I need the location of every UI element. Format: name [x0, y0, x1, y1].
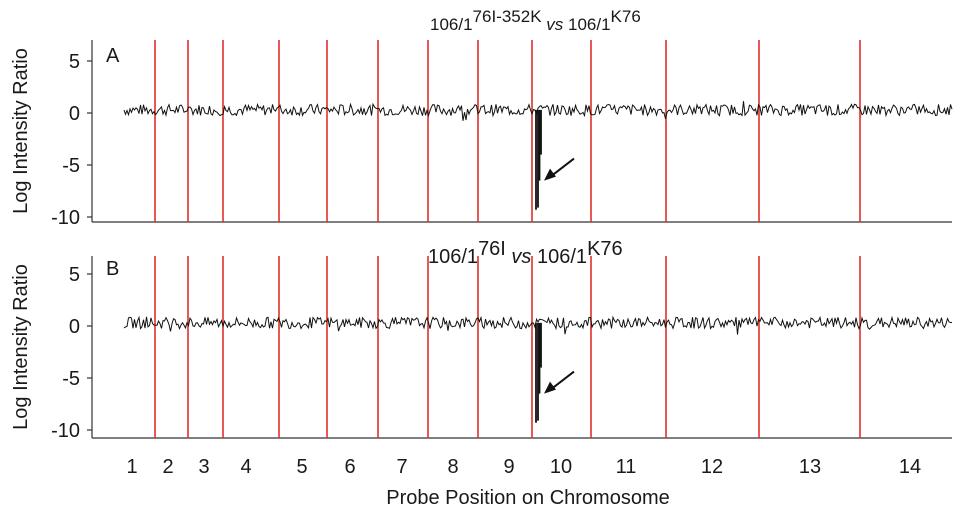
- x-axis-label: Probe Position on Chromosome: [386, 487, 669, 509]
- chromosome-label: 3: [198, 456, 209, 478]
- chromosome-label: 12: [701, 456, 723, 478]
- chromosome-label: 8: [447, 456, 458, 478]
- panel-b: 5 0 -5 -10 Log Intensity Ratio B 106/176I vs 1…: [10, 238, 953, 442]
- y-tick-label: -5: [62, 155, 80, 177]
- y-axis-label: Log Intensity Ratio: [10, 264, 32, 430]
- chromosome-label: 5: [296, 456, 307, 478]
- y-axis-label: Log Intensity Ratio: [10, 48, 32, 214]
- panel-a: 5 0 -5 -10 Log Intensity Ratio A 106/176I-352K…: [10, 7, 953, 229]
- panel-letter: B: [106, 258, 119, 280]
- intensity-trace: [123, 315, 953, 335]
- panel-title: 106/176I-352K vs 106/1K76: [430, 7, 641, 34]
- chromosome-label: 4: [240, 456, 251, 478]
- chromosome-label: 9: [503, 456, 514, 478]
- y-tick-label: 0: [69, 103, 80, 125]
- chromosome-label: 10: [550, 456, 572, 478]
- panel-title: 106/176I vs 106/1K76: [428, 238, 623, 268]
- chromosome-label: 13: [799, 456, 821, 478]
- chromosome-label: 1: [126, 456, 137, 478]
- y-tick-label: -10: [51, 420, 80, 442]
- chromosome-label: 6: [344, 456, 355, 478]
- chromosome-label: 11: [616, 456, 637, 478]
- panel-letter: A: [106, 45, 120, 67]
- intensity-trace: [123, 101, 953, 121]
- deletion-arrow: [544, 157, 575, 181]
- chromosome-label: 14: [899, 456, 921, 478]
- y-tick-label: 5: [69, 51, 80, 73]
- y-tick-label: 0: [69, 316, 80, 338]
- chromosome-label: 2: [162, 456, 173, 478]
- y-tick-label: -10: [51, 207, 80, 229]
- deletion-spike: [535, 322, 542, 423]
- deletion-spike: [535, 109, 542, 210]
- y-tick-label: 5: [69, 264, 80, 286]
- deletion-arrow: [544, 370, 575, 394]
- chromosome-number-labels: 1 2 3 4 5 6 7 8 9 10 11 12 13 14: [126, 456, 921, 478]
- chromosome-label: 7: [396, 456, 407, 478]
- y-tick-label: -5: [62, 368, 80, 390]
